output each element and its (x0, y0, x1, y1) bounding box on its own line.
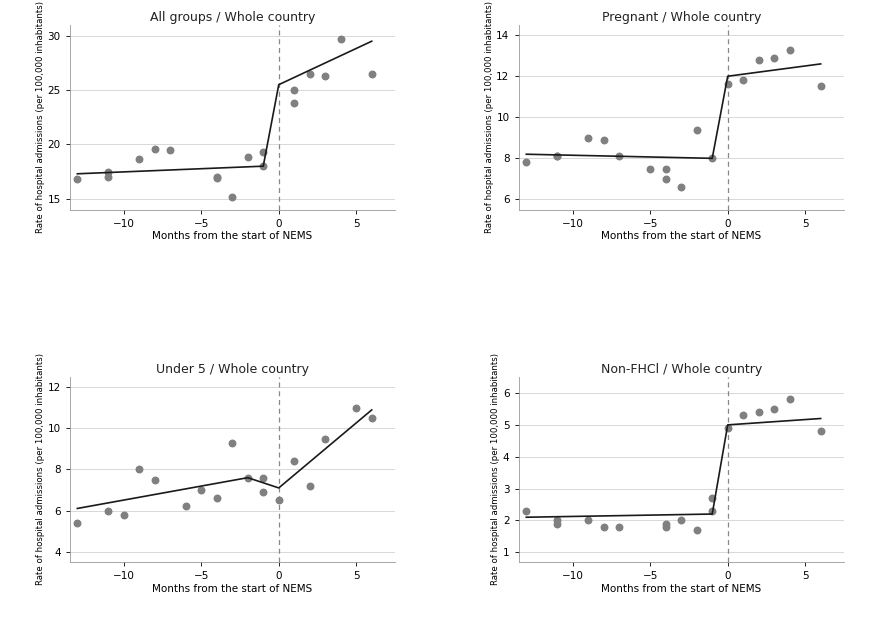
Point (751, 407, 765, 417)
Y-axis label: Rate of hospital admissions (per 100,000 inhabitants): Rate of hospital admissions (per 100,000… (36, 353, 44, 586)
Point (705, 493, 719, 503)
Point (658, 164, 672, 174)
Point (782, 394, 796, 404)
Point (194, 485, 208, 495)
Title: All groups / Whole country: All groups / Whole country (149, 11, 315, 24)
Point (102, 166, 116, 176)
Point (735, 75, 749, 85)
Point (148, 475, 162, 485)
Legend: Observed, Predicted: Observed, Predicted (136, 575, 327, 596)
Point (70, 174, 84, 184)
Point (334, 34, 348, 44)
Point (209, 173, 223, 183)
Point (287, 85, 301, 95)
Title: Pregnant / Whole country: Pregnant / Whole country (600, 11, 760, 24)
Point (813, 426, 826, 436)
Point (735, 411, 749, 421)
Point (673, 515, 687, 525)
Point (658, 518, 672, 528)
Point (751, 55, 765, 65)
Point (673, 182, 687, 192)
Point (302, 69, 316, 78)
Point (102, 172, 116, 182)
Point (813, 82, 826, 92)
Point (132, 154, 146, 164)
X-axis label: Months from the start of NEMS: Months from the start of NEMS (152, 232, 312, 242)
Legend: Observed, Predicted: Observed, Predicted (586, 223, 776, 244)
Point (766, 53, 780, 63)
Point (256, 487, 270, 497)
Point (550, 518, 564, 528)
Point (689, 125, 703, 135)
Point (519, 158, 533, 168)
Point (256, 473, 270, 483)
Point (519, 506, 533, 516)
Point (364, 69, 378, 78)
X-axis label: Months from the start of NEMS: Months from the start of NEMS (600, 232, 760, 242)
Point (287, 98, 301, 108)
Point (209, 493, 223, 503)
Point (348, 403, 362, 413)
Point (580, 133, 594, 143)
Point (658, 522, 672, 532)
Point (132, 465, 146, 475)
Point (580, 515, 594, 525)
Point (70, 518, 84, 528)
Point (241, 473, 255, 483)
Title: Under 5 / Whole country: Under 5 / Whole country (156, 363, 308, 376)
Point (550, 515, 564, 525)
Point (241, 153, 255, 163)
Point (116, 510, 130, 520)
Point (256, 147, 270, 157)
Point (705, 506, 719, 516)
Point (225, 192, 239, 202)
Point (318, 71, 332, 81)
Point (550, 151, 564, 161)
Point (612, 151, 626, 161)
Point (225, 438, 239, 448)
Point (287, 456, 301, 466)
Point (596, 135, 610, 145)
Point (271, 495, 285, 505)
Point (550, 151, 564, 161)
Point (318, 434, 332, 444)
Point (612, 522, 626, 532)
Legend: Observed, Predicted: Observed, Predicted (136, 223, 327, 244)
Point (705, 153, 719, 163)
Point (364, 413, 378, 423)
Y-axis label: Rate of hospital admissions (per 100,000 inhabitants): Rate of hospital admissions (per 100,000… (484, 1, 493, 233)
Point (642, 164, 656, 174)
Title: Non-FHCl / Whole country: Non-FHCl / Whole country (600, 363, 761, 376)
Legend: Observed, Predicted: Observed, Predicted (586, 575, 776, 596)
Point (596, 522, 610, 532)
Y-axis label: Rate of hospital admissions (per 100,000 inhabitants): Rate of hospital admissions (per 100,000… (36, 1, 44, 233)
Point (179, 502, 193, 511)
X-axis label: Months from the start of NEMS: Months from the start of NEMS (600, 584, 760, 594)
Point (720, 423, 733, 433)
Point (302, 481, 316, 491)
X-axis label: Months from the start of NEMS: Months from the start of NEMS (152, 584, 312, 594)
Point (256, 161, 270, 171)
Point (720, 80, 733, 90)
Point (148, 144, 162, 154)
Point (766, 404, 780, 414)
Point (163, 145, 177, 155)
Y-axis label: Rate of hospital admissions (per 100,000 inhabitants): Rate of hospital admissions (per 100,000… (491, 353, 500, 586)
Point (782, 45, 796, 55)
Point (102, 505, 116, 515)
Point (689, 525, 703, 535)
Point (658, 174, 672, 184)
Point (209, 172, 223, 182)
